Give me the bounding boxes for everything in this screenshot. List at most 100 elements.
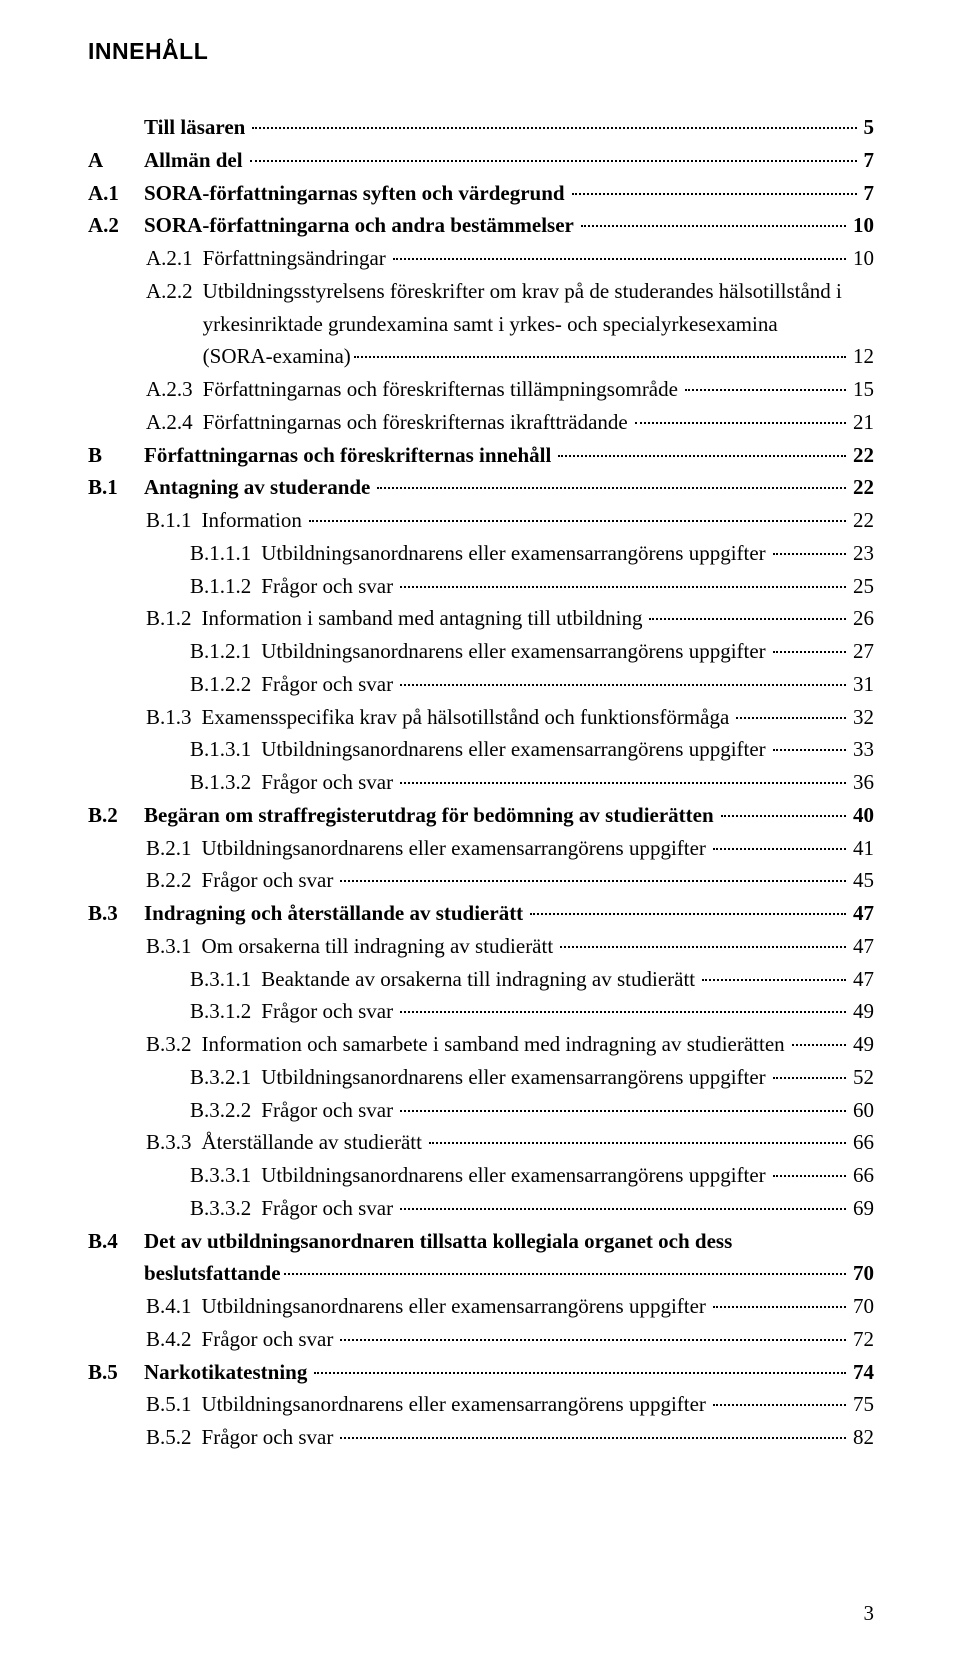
toc-title: Frågor och svar <box>261 766 397 799</box>
toc-title: Om orsakerna till indragning av studierä… <box>202 930 558 963</box>
toc-title: Utbildningsanordnarens eller examensarra… <box>202 832 710 865</box>
leader-dots <box>792 1044 846 1046</box>
toc-entry: B.5Narkotikatestning74 <box>88 1356 874 1389</box>
toc-page: 21 <box>849 406 874 439</box>
toc-entry: B.1.1.1Utbildningsanordnarens eller exam… <box>88 537 874 570</box>
leader-dots <box>400 586 846 588</box>
toc-title: Återställande av studierätt <box>202 1126 426 1159</box>
toc-title: Frågor och svar <box>261 995 397 1028</box>
toc-label: B.4.2 <box>88 1323 202 1356</box>
toc-title: Utbildningsanordnarens eller examensarra… <box>202 1388 710 1421</box>
leader-dots <box>572 193 857 195</box>
toc-label: B.3.2.2 <box>88 1094 261 1127</box>
leader-dots <box>400 782 846 784</box>
toc-entry: B.3.3.2Frågor och svar69 <box>88 1192 874 1225</box>
toc-page: 47 <box>849 897 874 930</box>
toc-title: Information <box>202 504 306 537</box>
toc-label: A <box>88 144 144 177</box>
leader-dots <box>773 553 846 555</box>
toc-page: 49 <box>849 995 874 1028</box>
toc-title: SORA-författningarna och andra bestämmel… <box>144 209 578 242</box>
toc-title: Utbildningsanordnarens eller examensarra… <box>261 635 769 668</box>
toc-title: Utbildningsanordnarens eller examensarra… <box>261 1159 769 1192</box>
toc-page: 82 <box>849 1421 874 1454</box>
toc-title: Information och samarbete i samband med … <box>202 1028 789 1061</box>
toc-label: B.2 <box>88 799 144 832</box>
toc-label: B.3.2 <box>88 1028 202 1061</box>
leader-dots <box>773 1175 846 1177</box>
leader-dots <box>340 880 846 882</box>
toc-entry: Till läsaren5 <box>88 111 874 144</box>
toc-title: SORA-författningarnas syften och värdegr… <box>144 177 569 210</box>
toc-label: A.2.3 <box>88 373 203 406</box>
leader-dots <box>400 684 846 686</box>
toc-title: Utbildningsanordnarens eller examensarra… <box>261 537 769 570</box>
toc-title: Författningarnas och föreskrifternas til… <box>203 373 682 406</box>
toc-title: Utbildningsanordnarens eller examensarra… <box>261 1061 769 1094</box>
toc-label: B.1.1.1 <box>88 537 261 570</box>
toc-page: 69 <box>849 1192 874 1225</box>
toc-entry: B.2.2Frågor och svar45 <box>88 864 874 897</box>
toc-page: 32 <box>849 701 874 734</box>
toc-label: B.2.1 <box>88 832 202 865</box>
toc-page: 74 <box>849 1356 874 1389</box>
toc-page: 31 <box>849 668 874 701</box>
leader-dots <box>685 389 846 391</box>
toc-entry: B.3Indragning och återställande av studi… <box>88 897 874 930</box>
leader-dots <box>713 1404 846 1406</box>
toc-label: B <box>88 439 144 472</box>
toc-entry: B.1.2.2Frågor och svar31 <box>88 668 874 701</box>
toc-page: 70 <box>849 1257 874 1290</box>
toc-label: A.1 <box>88 177 144 210</box>
toc-entry: B.3.1Om orsakerna till indragning av stu… <box>88 930 874 963</box>
leader-dots <box>354 356 846 358</box>
leader-dots <box>773 1077 846 1079</box>
toc-entry: B.1.3Examensspecifika krav på hälsotills… <box>88 701 874 734</box>
toc-entry: B.3.2Information och samarbete i samband… <box>88 1028 874 1061</box>
toc-label: B.3.3 <box>88 1126 202 1159</box>
leader-dots <box>649 618 846 620</box>
leader-dots <box>377 487 846 489</box>
toc-title: Frågor och svar <box>261 1192 397 1225</box>
toc-page: 22 <box>849 471 874 504</box>
toc-entry: AAllmän del7 <box>88 144 874 177</box>
toc-label: B.5.1 <box>88 1388 202 1421</box>
toc-page: 7 <box>860 177 875 210</box>
toc-entry: B.3.3Återställande av studierätt 66 <box>88 1126 874 1159</box>
toc-label: B.1.3.2 <box>88 766 261 799</box>
toc-page: 36 <box>849 766 874 799</box>
toc-title: Frågor och svar <box>202 1323 338 1356</box>
toc-title: Information i samband med antagning till… <box>202 602 647 635</box>
toc-label: B.1.1 <box>88 504 202 537</box>
toc-page: 72 <box>849 1323 874 1356</box>
toc-label: B.1.2 <box>88 602 202 635</box>
leader-dots <box>702 979 846 981</box>
toc-page: 66 <box>849 1126 874 1159</box>
leader-dots <box>393 258 846 260</box>
toc-entry: A.2.1Författningsändringar10 <box>88 242 874 275</box>
toc-title-continued: beslutsfattande <box>144 1257 281 1290</box>
toc-entry: B.3.1.2Frågor och svar49 <box>88 995 874 1028</box>
toc-entry: B.3.3.1Utbildningsanordnarens eller exam… <box>88 1159 874 1192</box>
toc-title: Författningarnas och föreskrifternas ikr… <box>203 406 632 439</box>
toc-page: 49 <box>849 1028 874 1061</box>
toc-label: B.1 <box>88 471 144 504</box>
toc-title: Författningarnas och föreskrifternas inn… <box>144 439 555 472</box>
toc-entry: B.3.1.1Beaktande av orsakerna till indra… <box>88 963 874 996</box>
toc-entry: B.3.2.2Frågor och svar60 <box>88 1094 874 1127</box>
toc-label: A.2.2 <box>88 275 203 308</box>
toc-page: 47 <box>849 930 874 963</box>
leader-dots <box>400 1110 846 1112</box>
toc-title: Utbildningsstyrelsens föreskrifter om kr… <box>203 275 874 341</box>
toc-entry: B.2.1Utbildningsanordnarens eller examen… <box>88 832 874 865</box>
toc-page: 12 <box>849 340 874 373</box>
toc-page: 45 <box>849 864 874 897</box>
leader-dots <box>721 815 846 817</box>
toc-label: B.1.1.2 <box>88 570 261 603</box>
toc-title: Frågor och svar <box>202 1421 338 1454</box>
toc-label: B.5.2 <box>88 1421 202 1454</box>
toc-entry: B.1.2Information i samband med antagning… <box>88 602 874 635</box>
leader-dots <box>400 1011 846 1013</box>
toc-page: 60 <box>849 1094 874 1127</box>
toc-label: B.1.2.2 <box>88 668 261 701</box>
